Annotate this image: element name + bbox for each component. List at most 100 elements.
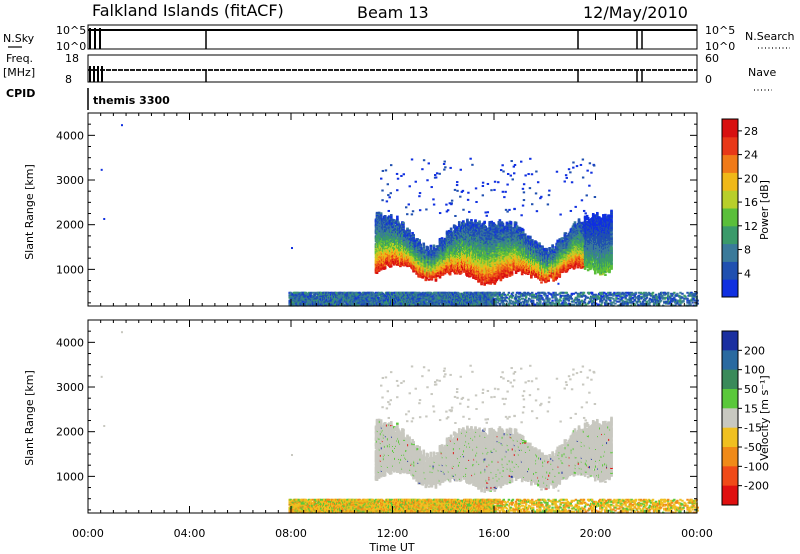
echo-cell [447,229,451,233]
echo-cell [471,221,474,224]
cpid-value: themis 3300 [93,94,170,107]
echo-cell [406,227,409,230]
echo-cell [433,268,437,271]
echo-cell [453,225,457,228]
echo-cell [397,221,400,224]
echo-cell [459,268,463,271]
echo-cell [398,223,401,226]
echo-cell [449,230,453,233]
echo-cell [396,215,399,218]
cpid-label: CPID [6,87,35,100]
nsky-tick-bottom: 10^0 [56,40,86,53]
echo-cell [501,222,505,225]
nsearch-label: N.Search [745,30,795,43]
echo-cell [411,231,414,235]
echo-cell [402,224,405,227]
echo-cell [426,248,430,251]
station-title: Falkland Islands (fitACF) [92,1,284,20]
echo-cell [416,238,419,241]
echo-cell [377,268,381,271]
echo-cell [472,275,475,278]
freq-panel: Freq. [MHz] 18 8 60 0 Nave CPID themis 3… [3,52,776,110]
echo-cell [440,237,444,240]
echo-cell [419,243,422,246]
echo-cell [478,224,481,227]
echo-cell [470,223,473,227]
echo-cell [487,281,491,284]
echo-cell [445,269,449,273]
echo-cell [493,281,497,284]
nsky-panel: N.Sky 10^5 10^0 10^5 10^0 N.Search [3,24,795,53]
echo-cell [396,217,399,220]
echo-cell [449,267,453,271]
echo-cell [436,245,440,248]
echo-cell [399,224,402,227]
echo-cell [481,257,484,260]
echo-cell [445,230,449,233]
echo-cell [426,246,430,249]
echo-cell [395,258,398,261]
echo-cell [478,220,481,223]
echo-cell [463,269,466,272]
power-data-layer [100,124,699,307]
echo-cell [438,275,442,278]
echo-cell [422,247,426,250]
beam-title: Beam 13 [357,3,429,22]
echo-cell [454,255,458,258]
echo-cell [466,218,469,221]
nave-label: Nave [748,66,776,79]
echo-cell [498,219,502,222]
echo-cell [462,220,465,223]
echo-cell [480,280,483,283]
nsky-label: N.Sky [3,32,35,45]
echo-cell [476,270,479,273]
echo-cell [383,264,387,267]
freq-unit-label: [MHz] [3,66,35,79]
echo-cell [455,272,459,275]
echo-cell [429,244,433,247]
echo-cell [449,227,453,230]
echo-cell [483,224,486,227]
echo-cell [402,221,405,224]
echo-cell [446,249,450,252]
echo-cell [483,220,486,223]
echo-cell [492,222,496,225]
echo-cell [427,278,431,281]
echo-cell [490,220,494,223]
echo-cell [463,222,466,225]
date-title: 12/May/2010 [583,3,688,22]
echo-cell [493,247,497,250]
nsearch-tick-top: 10^5 [705,24,735,37]
freq-tick-top: 18 [65,52,79,65]
echo-cell [383,218,387,222]
echo-cell [468,221,471,224]
echo-cell [413,239,416,242]
echo-cell [390,218,394,221]
echo-cell [379,212,383,215]
echo-cell [488,220,492,224]
nsky-tick-top: 10^5 [56,24,86,37]
echo-cell [412,233,415,237]
echo-cell [421,276,425,279]
echo-cell [474,219,477,222]
echo-cell [408,233,411,236]
echo-cell [429,247,433,250]
echo-cell [484,225,487,229]
echo-cell [450,231,454,234]
echo-cell [376,248,380,251]
echo-cell [386,250,390,254]
echo-cell [408,229,411,232]
echo-cell [432,244,436,247]
echo-cell [450,251,454,254]
echo-cell [466,273,469,276]
freq-label: Freq. [6,52,33,65]
echo-cell [455,226,459,229]
echo-cell [383,267,387,270]
echo-cell [418,239,421,242]
echo-cell [491,279,495,282]
echo-cell [470,219,473,222]
echo-cell [404,230,407,233]
echo-cell [413,241,416,244]
echo-cell [389,214,393,217]
